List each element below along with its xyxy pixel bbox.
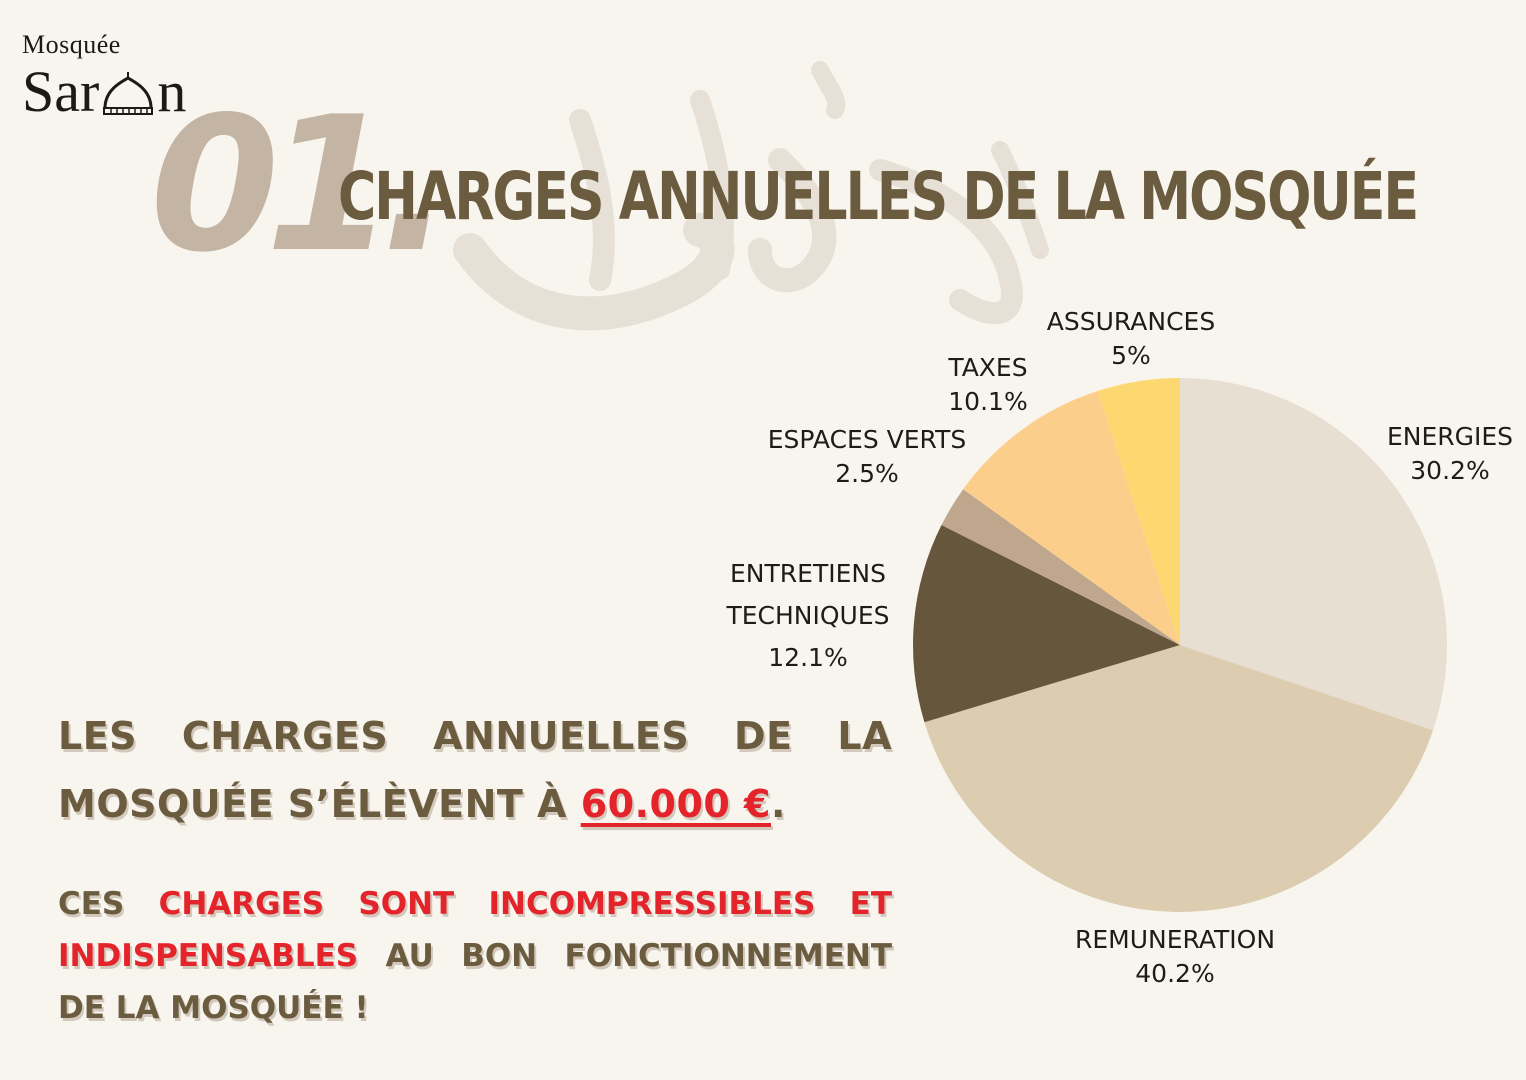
- pie-slice-assurances: [1097, 378, 1180, 645]
- slice-label-espaces-verts: ESPACES VERTS 2.5%: [768, 425, 966, 488]
- pie-slice-remuneration: [924, 645, 1434, 912]
- statement-end: .: [771, 782, 786, 826]
- pie-slice-entretiens-techniques: [913, 525, 1180, 723]
- note-highlight: CHARGES SONT INCOMPRESSIBLES ET INDISPEN…: [58, 886, 893, 974]
- slice-label-taxes: TAXES 10.1%: [947, 353, 1027, 416]
- page-title: CHARGES ANNUELLES DE LA MOSQUÉE: [338, 158, 1419, 235]
- slice-label-remuneration: REMUNERATION 40.2%: [1075, 925, 1275, 988]
- logo-top-text: Mosquée: [22, 30, 121, 59]
- slice-label-entretiens-techniques: ENTRETIENS TECHNIQUES 12.1%: [725, 559, 889, 672]
- pie-slice-espaces-verts: [941, 489, 1180, 645]
- total-charges-statement: LES CHARGES ANNUELLES DE LA MOSQUÉE S’ÉL…: [58, 702, 892, 838]
- slice-label-assurances: ASSURANCES 5%: [1047, 307, 1215, 370]
- pie-slice-taxes: [963, 391, 1180, 645]
- note-part-3: AU BON FONCTIONNEMENT DE LA MOSQUÉE !: [58, 938, 892, 1026]
- total-amount: 60.000 €: [580, 782, 771, 826]
- pie-labels: ENERGIES 30.2% REMUNERATION 40.2% ENTRETIENS…: [725, 307, 1513, 988]
- charges-note: CES CHARGES SONT INCOMPRESSIBLES ET INDI…: [58, 878, 892, 1034]
- logo-bottom-right-text: n: [157, 59, 187, 124]
- logo-bottom: Sar n: [22, 62, 186, 122]
- mosque-dome-icon: [103, 72, 154, 115]
- pie-chart: ENERGIES 30.2% REMUNERATION 40.2% ENTRETIENS…: [725, 307, 1513, 988]
- slice-label-energies: ENERGIES 30.2%: [1387, 422, 1513, 485]
- pie-slice-energies: [1180, 378, 1447, 731]
- logo-bottom-left-text: Sar: [22, 59, 100, 124]
- note-part-1: CES: [58, 886, 159, 922]
- section-number: 01.: [150, 76, 451, 293]
- statement-text: LES CHARGES ANNUELLES DE LA MOSQUÉE S’ÉL…: [58, 714, 892, 826]
- logo: Mosquée Sar n: [22, 30, 186, 122]
- pie-slices: [913, 378, 1447, 912]
